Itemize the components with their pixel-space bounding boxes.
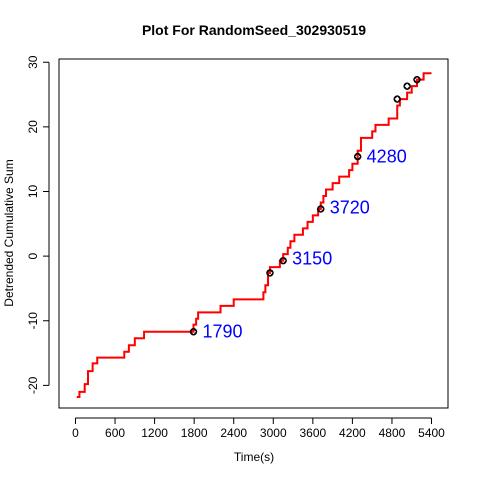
x-tick-label: 3000	[260, 426, 287, 440]
y-axis: -20 -10 0 10 20 30	[26, 55, 50, 394]
x-tick-label: 600	[105, 426, 125, 440]
point-diamond	[266, 269, 274, 277]
chart-title: Plot For RandomSeed_302930519	[142, 22, 366, 38]
x-tick-label: 3600	[299, 426, 326, 440]
annotation-label: 3150	[292, 249, 332, 269]
x-axis: 0 600 1200 1800 2400 3000 3600 4200 4800 5400	[72, 417, 445, 440]
x-axis-title: Time(s)	[234, 450, 274, 464]
annotation-label: 4280	[367, 147, 407, 167]
x-tick-label: 4800	[379, 426, 406, 440]
annotation-layer: 1790 3150 3720 4280	[203, 147, 407, 342]
x-tick-label: 5400	[418, 426, 445, 440]
point-diamond	[353, 152, 362, 161]
series-layer	[76, 72, 432, 399]
y-tick-label: 30	[26, 55, 40, 69]
x-tick-label: 0	[72, 426, 79, 440]
y-tick-label: 0	[26, 252, 40, 259]
y-tick-label: -10	[26, 312, 40, 330]
x-tick-label: 1800	[181, 426, 208, 440]
annotation-label: 3720	[330, 198, 370, 218]
point-diamond	[189, 327, 198, 336]
annotation-label: 1790	[203, 322, 243, 342]
x-tick-label: 1200	[141, 426, 168, 440]
x-tick-label: 2400	[220, 426, 247, 440]
y-tick-label: -20	[26, 376, 40, 394]
marker-layer	[189, 75, 421, 336]
point-diamond	[316, 205, 325, 213]
point-diamond	[403, 82, 412, 91]
y-tick-label: 20	[26, 120, 40, 134]
point-diamond	[279, 256, 288, 265]
point-diamond	[393, 95, 402, 103]
x-tick-label: 4200	[339, 426, 366, 440]
plot-frame	[58, 58, 449, 409]
y-axis-title: Detrended Cumulative Sum	[2, 159, 16, 306]
y-tick-label: 10	[26, 184, 40, 198]
point-diamond	[413, 75, 421, 84]
series-line	[76, 72, 432, 399]
